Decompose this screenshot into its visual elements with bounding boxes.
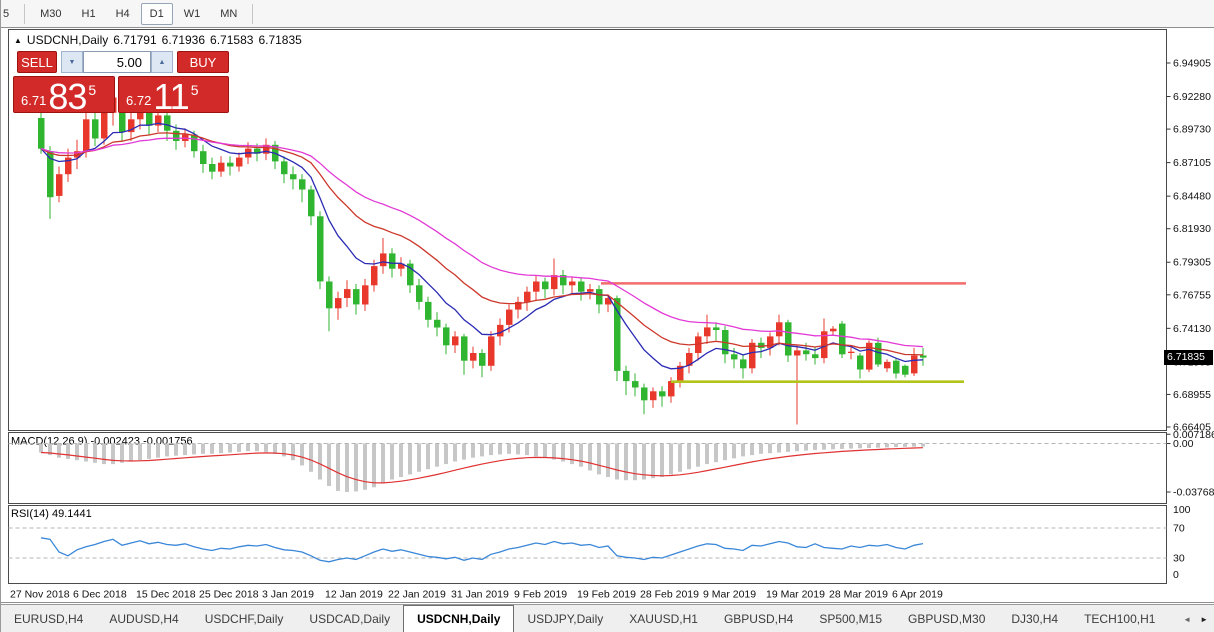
buy-button[interactable]: BUY <box>177 51 229 73</box>
chart-tab-usdcad-daily[interactable]: USDCAD,Daily <box>309 611 391 626</box>
buy-price-big: 11 <box>153 76 189 113</box>
sell-price-box[interactable]: 6.71 83 5 <box>13 76 115 113</box>
chart-tab-usdjpy-daily[interactable]: USDJPY,Daily <box>527 611 604 626</box>
rsi-pane: RSI(14) 49.1441 100 70 30 0 <box>8 504 1191 581</box>
current-price-badge: 6.71835 <box>1164 350 1213 365</box>
chart-tab-gbpusd-h4[interactable]: GBPUSD,H4 <box>723 611 794 626</box>
svg-text:9 Feb 2019: 9 Feb 2019 <box>514 589 567 601</box>
svg-text:6.89730: 6.89730 <box>1173 124 1211 136</box>
svg-text:6.92280: 6.92280 <box>1173 91 1211 103</box>
ohlc-high: 6.71936 <box>161 33 206 47</box>
buy-price-small: 6.72 <box>126 93 152 108</box>
svg-text:0: 0 <box>1173 569 1179 581</box>
price-axis: 6.94905 6.92280 6.89730 6.87105 6.84480 6.819… <box>1166 58 1211 434</box>
svg-text:19 Feb 2019: 19 Feb 2019 <box>577 589 636 601</box>
svg-text:6.79305: 6.79305 <box>1173 257 1211 269</box>
timeframe-button-5[interactable]: 5 <box>3 7 10 20</box>
svg-text:6.66405: 6.66405 <box>1173 422 1211 434</box>
sell-price-sup: 5 <box>88 82 97 98</box>
chart-symbol-label: USDCNH,Daily <box>26 33 109 47</box>
svg-text:25 Dec 2018: 25 Dec 2018 <box>199 589 259 601</box>
toolbar-separator <box>252 3 254 24</box>
chart-tab-dj30-h4[interactable]: DJ30,H4 <box>1011 611 1059 626</box>
svg-text:6 Apr 2019: 6 Apr 2019 <box>892 589 943 601</box>
volume-input[interactable] <box>83 51 151 73</box>
chart-tab-usdchf-daily[interactable]: USDCHF,Daily <box>204 611 284 626</box>
svg-text:31 Jan 2019: 31 Jan 2019 <box>451 589 509 601</box>
moving-averages-layer <box>40 122 924 370</box>
timeframe-button-mn[interactable]: MN <box>220 7 238 20</box>
timeframe-button-h1[interactable]: H1 <box>81 7 96 20</box>
timeframe-button-d1[interactable]: D1 <box>140 2 173 25</box>
sell-price-small: 6.71 <box>21 93 47 108</box>
timeframe-toolbar: 5 M30 H1 H4 D1 W1 MN <box>1 0 1214 28</box>
collapse-arrow-icon[interactable]: ▲ <box>14 36 22 45</box>
date-axis: 27 Nov 2018 6 Dec 2018 15 Dec 2018 25 Dec 2… <box>10 589 943 601</box>
svg-text:12 Jan 2019: 12 Jan 2019 <box>325 589 383 601</box>
svg-text:3 Jan 2019: 3 Jan 2019 <box>262 589 314 601</box>
svg-text:RSI(14) 49.1441: RSI(14) 49.1441 <box>11 508 92 520</box>
sell-price-big: 83 <box>48 76 87 113</box>
symbol-tab-bar: EURUSD,H4 AUDUSD,H4 USDCHF,Daily USDCAD,Dai… <box>1 604 1214 632</box>
svg-text:28 Mar 2019: 28 Mar 2019 <box>829 589 888 601</box>
svg-text:6.76755: 6.76755 <box>1173 289 1211 301</box>
buy-price-box[interactable]: 6.72 11 5 <box>118 76 229 113</box>
timeframe-button-m30[interactable]: M30 <box>40 7 62 20</box>
ohlc-open: 6.71791 <box>113 33 157 47</box>
svg-text:19 Mar 2019: 19 Mar 2019 <box>766 589 825 601</box>
svg-text:70: 70 <box>1173 523 1185 535</box>
chart-tab-gbpusd-m30[interactable]: GBPUSD,M30 <box>908 611 986 626</box>
svg-text:30: 30 <box>1173 553 1185 565</box>
svg-text:0.00: 0.00 <box>1173 438 1194 450</box>
ohlc-low: 6.71583 <box>210 33 254 47</box>
chart-tab-usdcnh-daily[interactable]: USDCNH,Daily <box>403 605 515 632</box>
svg-text:22 Jan 2019: 22 Jan 2019 <box>388 589 446 601</box>
sell-button[interactable]: SELL <box>17 51 57 73</box>
svg-text:6.94905: 6.94905 <box>1173 58 1211 70</box>
svg-text:27 Nov 2018: 27 Nov 2018 <box>10 589 70 601</box>
chart-tab-xauusd-h1[interactable]: XAUUSD,H1 <box>629 611 698 626</box>
svg-text:6.84480: 6.84480 <box>1173 191 1211 203</box>
candles-layer <box>38 77 927 425</box>
svg-text:-0.037688: -0.037688 <box>1173 487 1214 499</box>
svg-text:9 Mar 2019: 9 Mar 2019 <box>703 589 756 601</box>
scroll-right-icon[interactable]: ► <box>1200 614 1208 624</box>
svg-text:6 Dec 2018: 6 Dec 2018 <box>73 589 127 601</box>
chart-tab-audusd-h4[interactable]: AUDUSD,H4 <box>109 611 179 626</box>
chart-tab-eurusd-h4[interactable]: EURUSD,H4 <box>14 611 84 626</box>
svg-text:6.87105: 6.87105 <box>1173 157 1211 169</box>
volume-increase-button[interactable]: ▲ <box>151 51 173 73</box>
chevron-up-icon: ▲ <box>158 58 166 66</box>
ohlc-close: 6.71835 <box>258 33 302 47</box>
chart-tab-tech100-h1[interactable]: TECH100,H1 <box>1084 611 1156 626</box>
chart-tab-sp500-m15[interactable]: SP500,M15 <box>819 611 883 626</box>
svg-text:6.68955: 6.68955 <box>1173 389 1211 401</box>
svg-text:6.81930: 6.81930 <box>1173 223 1211 235</box>
tab-scroll-controls: ◄ ► <box>1176 606 1214 632</box>
toolbar-separator <box>24 3 26 24</box>
buy-price-sup: 5 <box>190 82 199 98</box>
svg-text:15 Dec 2018: 15 Dec 2018 <box>136 589 196 601</box>
one-click-trade-panel: SELL ▼ ▲ BUY 6.71 83 5 6.72 11 5 <box>13 50 229 113</box>
chart-header: ▲ USDCNH,Daily 6.71791 6.71936 6.71583 6.7183… <box>14 33 302 47</box>
timeframe-button-h4[interactable]: H4 <box>115 7 130 20</box>
scroll-left-icon[interactable]: ◄ <box>1183 614 1192 624</box>
volume-decrease-button[interactable]: ▼ <box>61 51 83 73</box>
pane-frames <box>1 29 1214 603</box>
svg-text:0.007186: 0.007186 <box>1173 429 1214 441</box>
svg-text:28 Feb 2019: 28 Feb 2019 <box>640 589 699 601</box>
svg-text:6.74130: 6.74130 <box>1173 323 1211 335</box>
chevron-down-icon: ▼ <box>68 58 76 66</box>
macd-pane: MACD(12,26,9) -0.002423 -0.0017560.00718… <box>8 429 1214 499</box>
svg-text:100: 100 <box>1173 504 1191 516</box>
timeframe-button-w1[interactable]: W1 <box>183 7 201 20</box>
